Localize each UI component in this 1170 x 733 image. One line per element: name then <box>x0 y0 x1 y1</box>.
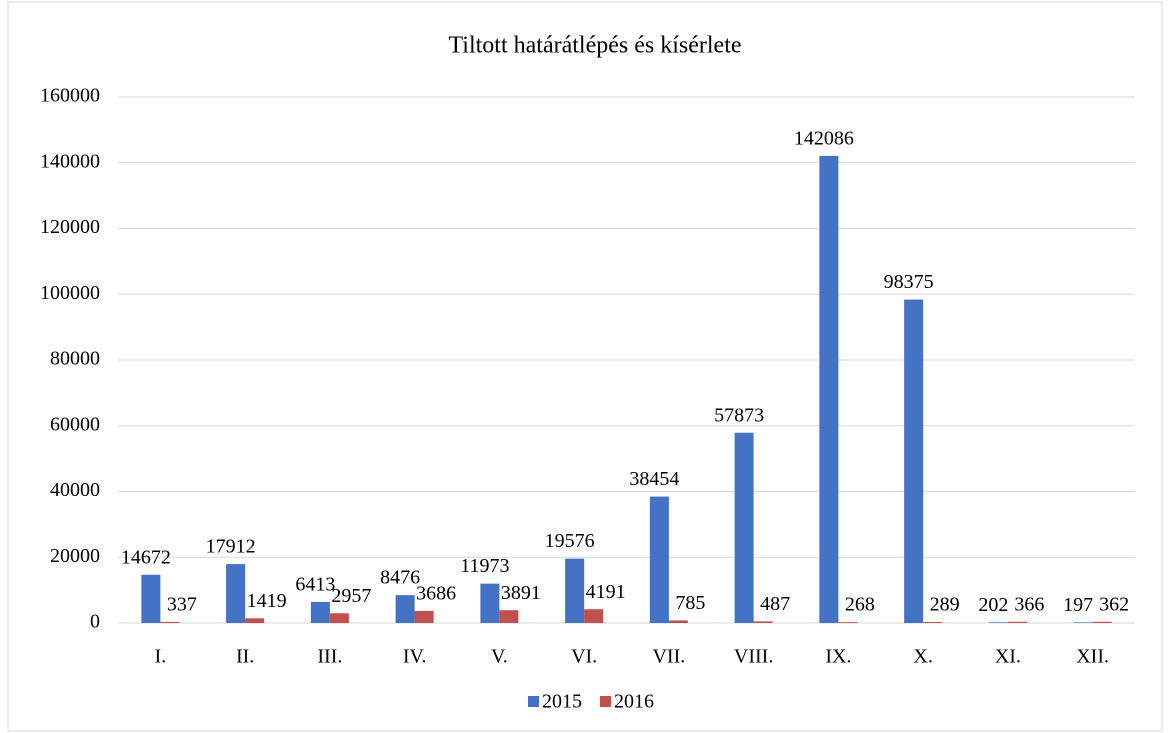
data-label: 366 <box>1014 593 1044 615</box>
bar <box>565 558 585 623</box>
bar <box>904 299 924 623</box>
y-tick-label: 60000 <box>50 413 100 435</box>
data-label: 1419 <box>247 590 287 612</box>
y-tick-label: 80000 <box>50 348 100 370</box>
x-tick-label: III. <box>317 646 342 668</box>
x-tick-label: VII. <box>652 646 685 668</box>
data-label: 38454 <box>629 468 679 490</box>
bar <box>1073 622 1093 623</box>
data-label: 3891 <box>501 582 541 604</box>
bar <box>395 595 415 623</box>
legend-swatch <box>600 696 611 707</box>
y-tick-label: 160000 <box>40 85 100 107</box>
bar <box>160 621 180 623</box>
bar <box>310 601 330 623</box>
data-label: 4191 <box>586 581 626 603</box>
bar <box>923 622 943 623</box>
data-label: 98375 <box>884 271 934 293</box>
legend-label: 2016 <box>614 691 654 713</box>
bar <box>734 432 754 623</box>
data-label: 197 <box>1063 594 1093 616</box>
legend-swatch <box>528 696 539 707</box>
bar <box>838 622 858 623</box>
x-tick-label: VIII. <box>734 646 773 668</box>
bar <box>141 574 161 623</box>
y-tick-label: 100000 <box>40 282 100 304</box>
data-label: 2957 <box>331 585 371 607</box>
data-label: 14672 <box>121 546 171 568</box>
x-tick-label: I. <box>155 646 167 668</box>
chart-title: Tiltott határátlépés és kísérlete <box>448 33 741 59</box>
bar <box>245 618 265 623</box>
bar <box>988 622 1008 623</box>
data-label: 11973 <box>460 555 509 577</box>
data-label: 8476 <box>380 567 420 589</box>
y-tick-label: 20000 <box>50 545 100 567</box>
data-label: 202 <box>978 594 1008 616</box>
data-label: 57873 <box>714 404 764 426</box>
bar <box>819 155 839 623</box>
bar <box>649 496 669 623</box>
bar <box>1092 621 1112 623</box>
data-label: 337 <box>167 593 197 615</box>
data-label: 17912 <box>206 536 256 558</box>
data-label: 362 <box>1099 593 1129 615</box>
y-tick-label: 120000 <box>40 216 100 238</box>
bar <box>584 609 604 623</box>
bar <box>414 610 434 623</box>
x-tick-label: II. <box>236 646 254 668</box>
data-label: 487 <box>760 593 790 615</box>
legend-label: 2015 <box>542 691 582 713</box>
x-tick-label: VI. <box>571 646 597 668</box>
bar <box>668 620 688 623</box>
y-tick-label: 0 <box>90 611 100 633</box>
y-tick-label: 140000 <box>40 150 100 172</box>
data-label: 268 <box>845 594 875 616</box>
data-label: 785 <box>675 592 705 614</box>
bar <box>329 613 349 623</box>
data-label: 142086 <box>794 127 854 149</box>
y-tick-label: 40000 <box>50 479 100 501</box>
data-label: 19576 <box>545 530 595 552</box>
bar <box>226 564 246 623</box>
data-label: 289 <box>930 594 960 616</box>
x-tick-label: XI. <box>995 646 1021 668</box>
x-tick-label: XII. <box>1076 646 1109 668</box>
x-tick-label: X. <box>913 646 932 668</box>
data-label: 6413 <box>295 574 335 596</box>
data-label: 3686 <box>416 582 456 604</box>
bar <box>753 621 773 623</box>
x-tick-label: IX. <box>825 646 851 668</box>
x-tick-label: V. <box>491 646 508 668</box>
bar <box>480 583 500 623</box>
x-tick-label: IV. <box>403 646 427 668</box>
bar <box>1007 621 1027 623</box>
bar <box>499 610 519 623</box>
